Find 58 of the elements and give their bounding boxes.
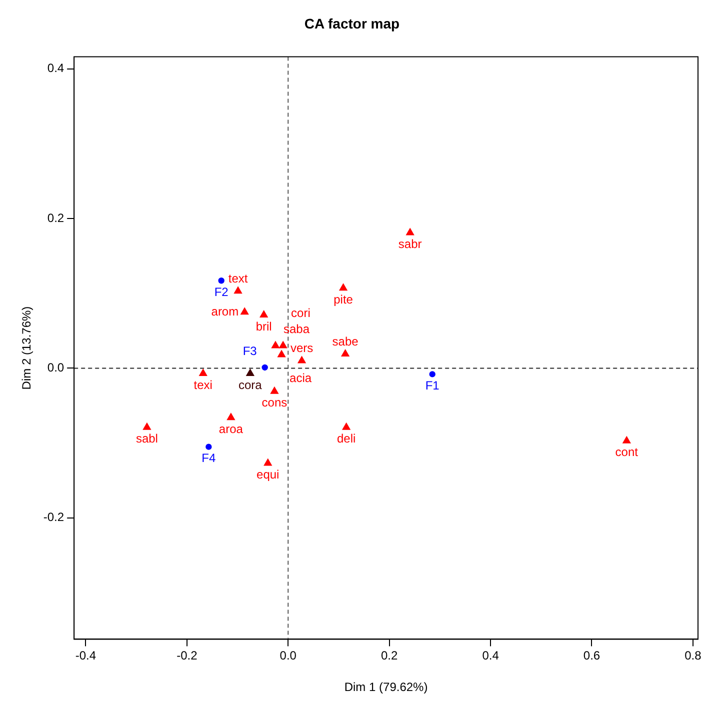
data-label: saba bbox=[283, 322, 310, 336]
point bbox=[264, 458, 272, 466]
data-label: bril bbox=[256, 319, 272, 334]
data-label: cont bbox=[615, 445, 639, 460]
point bbox=[342, 422, 350, 430]
point bbox=[142, 422, 151, 430]
data-label: cori bbox=[291, 306, 310, 320]
point bbox=[260, 310, 268, 318]
data-label: cora bbox=[238, 378, 262, 392]
data-label: arom bbox=[211, 304, 239, 318]
point bbox=[339, 284, 348, 291]
y-axis-title: Dim 2 (13.76%) bbox=[20, 306, 34, 390]
data-label: deli bbox=[336, 432, 356, 446]
x-tick-label: 0.8 bbox=[684, 648, 702, 663]
data-label: sabr bbox=[398, 237, 422, 252]
data-label: equi bbox=[256, 468, 280, 482]
point bbox=[218, 278, 224, 284]
data-label: cons bbox=[262, 396, 288, 410]
data-label: text bbox=[228, 271, 248, 286]
point bbox=[279, 341, 288, 348]
point bbox=[622, 436, 631, 444]
point bbox=[272, 341, 280, 348]
y-tick-label: 0.2 bbox=[47, 210, 64, 225]
data-label: texi bbox=[194, 378, 212, 392]
point bbox=[226, 413, 235, 420]
x-tick-label: 0.4 bbox=[482, 648, 500, 663]
x-tick-label: 0.0 bbox=[280, 648, 297, 663]
point bbox=[234, 286, 242, 294]
x-tick-label: 0.2 bbox=[380, 648, 398, 663]
data-label: pite bbox=[334, 292, 354, 306]
point bbox=[270, 386, 278, 394]
point bbox=[246, 368, 254, 376]
y-tick-label: 0.4 bbox=[47, 61, 64, 76]
data-label: F1 bbox=[425, 378, 440, 393]
data-label: aroa bbox=[218, 422, 244, 436]
data-label: F4 bbox=[202, 451, 216, 466]
x-tick-label: -0.4 bbox=[75, 648, 96, 663]
point bbox=[240, 308, 249, 315]
data-label: F3 bbox=[242, 344, 258, 358]
point bbox=[341, 349, 350, 356]
x-tick-label: 0.6 bbox=[583, 648, 600, 663]
x-tick-label: -0.2 bbox=[176, 648, 198, 663]
chart-title: CA factor map bbox=[304, 15, 400, 32]
data-label: F2 bbox=[214, 284, 229, 299]
y-tick-label: -0.2 bbox=[43, 510, 64, 524]
point bbox=[199, 368, 208, 376]
point bbox=[262, 364, 268, 371]
data-label: sabl bbox=[136, 432, 158, 446]
point bbox=[406, 228, 414, 236]
data-label: acia bbox=[290, 371, 312, 386]
point bbox=[206, 444, 212, 450]
y-tick-label: 0.0 bbox=[47, 360, 64, 375]
point bbox=[278, 350, 286, 358]
point bbox=[298, 356, 306, 364]
data-label: vers bbox=[290, 341, 314, 356]
x-axis-title: Dim 1 (79.62%) bbox=[344, 680, 428, 694]
point bbox=[429, 371, 436, 378]
data-label: sabe bbox=[332, 334, 359, 348]
